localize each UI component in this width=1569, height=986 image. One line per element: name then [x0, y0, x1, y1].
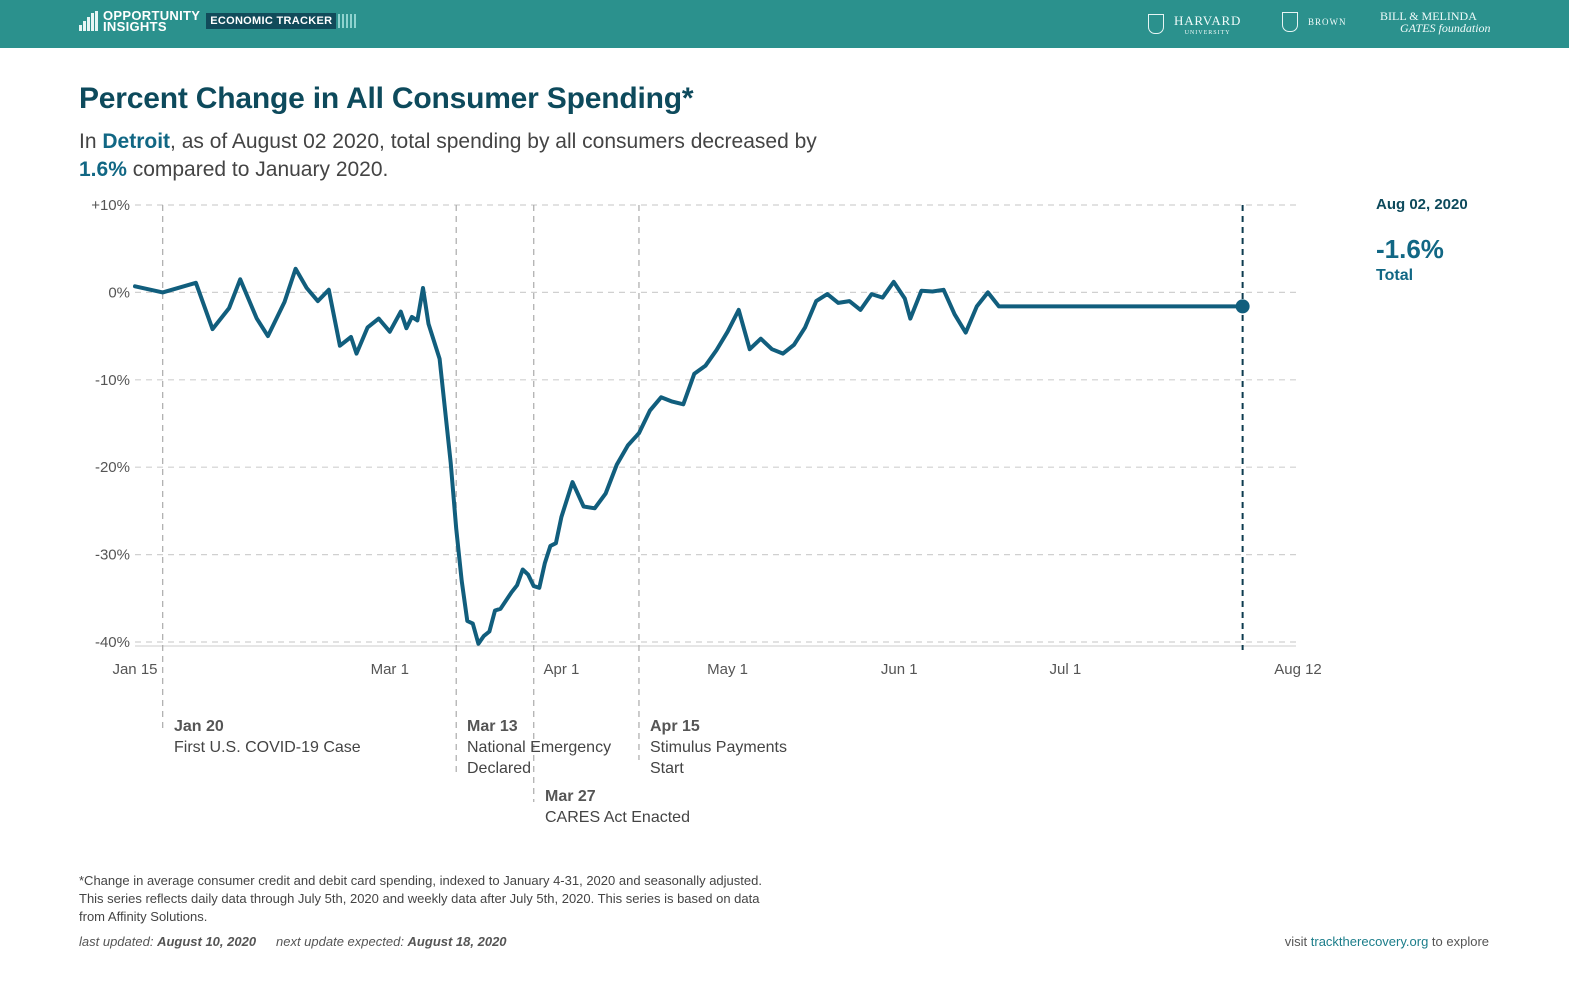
annotation-label: CARES Act Enacted [545, 809, 690, 826]
brown-logo[interactable]: BROWN [1282, 12, 1347, 32]
latest-date: Aug 02, 2020 [1376, 196, 1468, 213]
footnote: *Change in average consumer credit and d… [79, 872, 779, 926]
next-update: next update expected: August 18, 2020 [276, 934, 507, 949]
city-name[interactable]: Detroit [102, 130, 171, 153]
tracktherecovery-link[interactable]: tracktherecovery.org [1310, 934, 1429, 949]
annotation-date: Apr 15 [650, 718, 700, 735]
annotation-mar27: Mar 27 CARES Act Enacted [545, 786, 690, 828]
annotation-label: First U.S. COVID-19 Case [174, 739, 361, 756]
annotation-apr15: Apr 15 Stimulus Payments Start [650, 716, 787, 779]
summary-part: , as of August 02 2020, total spending b… [170, 130, 817, 153]
footnote-line: *Change in average consumer credit and d… [79, 873, 762, 888]
annotation-label: National Emergency [467, 739, 612, 756]
x-tick-label: May 1 [707, 661, 748, 678]
stripes-icon [338, 14, 357, 28]
harvard-sub: UNIVERSITY [1184, 30, 1231, 36]
annotation-date: Mar 13 [467, 718, 518, 735]
harvard-logo[interactable]: HARVARD UNIVERSITY [1148, 12, 1241, 36]
annotation-label: Start [650, 760, 684, 777]
annotation-label: Stimulus Payments [650, 739, 787, 756]
last-updated-date: August 10, 2020 [157, 934, 257, 949]
y-tick-label: -30% [95, 547, 130, 564]
visit-post: to explore [1428, 934, 1489, 949]
annotation-jan20: Jan 20 First U.S. COVID-19 Case [174, 716, 361, 758]
next-update-label: next update expected: [276, 934, 408, 949]
y-tick-label: 0% [108, 284, 130, 301]
annotation-mar13: Mar 13 National Emergency Declared [467, 716, 611, 779]
harvard-name: HARVARD [1174, 13, 1242, 28]
bar-chart-logo-icon [79, 11, 99, 31]
opportunity-insights-logo[interactable]: OPPORTUNITY INSIGHTS ECONOMIC TRACKER [79, 8, 357, 34]
harvard-shield-icon [1148, 14, 1164, 34]
x-tick-label: Aug 12 [1274, 661, 1322, 678]
annotation-date: Mar 27 [545, 788, 596, 805]
series-line [133, 266, 1245, 646]
x-tick-label: Apr 1 [544, 661, 580, 678]
gates-line2: GATES foundation [1400, 21, 1491, 35]
page-title: Percent Change in All Consumer Spending* [79, 82, 694, 115]
latest-series-label: Total [1376, 267, 1414, 284]
gates-line1: BILL & MELINDA [1380, 9, 1477, 23]
brown-shield-icon [1282, 12, 1298, 32]
y-tick-label: -40% [95, 634, 130, 651]
x-tick-label: Jul 1 [1050, 661, 1082, 678]
footnote-line: This series reflects daily data through … [79, 891, 760, 906]
annotation-date: Jan 20 [174, 718, 224, 735]
brown-name: BROWN [1308, 17, 1347, 27]
x-tick-label: Jun 1 [881, 661, 918, 678]
gates-foundation-logo[interactable]: BILL & MELINDA GATES foundation [1380, 10, 1491, 34]
summary-part: compared to January 2020. [126, 158, 389, 181]
visit-text: visit tracktherecovery.org to explore [1285, 934, 1489, 949]
visit-pre: visit [1284, 934, 1311, 949]
latest-value: -1.6% [1376, 234, 1444, 264]
summary-part: In [79, 130, 103, 153]
next-update-date: August 18, 2020 [407, 934, 507, 949]
top-bar: OPPORTUNITY INSIGHTS ECONOMIC TRACKER HA… [0, 0, 1569, 48]
annotation-label: Declared [467, 760, 532, 777]
x-tick-label: Jan 15 [112, 661, 157, 678]
summary-text: In Detroit, as of August 02 2020, total … [79, 128, 839, 184]
y-tick-label: -20% [95, 459, 130, 476]
brand-line1: OPPORTUNITY [103, 8, 201, 23]
brand-line2: INSIGHTS [103, 19, 167, 34]
change-value: 1.6% [79, 158, 127, 181]
last-updated-label: last updated: [79, 934, 158, 949]
latest-point [1235, 299, 1250, 314]
y-tick-label: -10% [95, 372, 130, 389]
y-tick-label: +10% [91, 197, 130, 214]
last-updated: last updated: August 10, 2020 [79, 934, 256, 949]
x-tick-label: Mar 1 [371, 661, 409, 678]
footnote-line: from Affinity Solutions. [79, 909, 208, 924]
economic-tracker-tag: ECONOMIC TRACKER [206, 13, 337, 29]
